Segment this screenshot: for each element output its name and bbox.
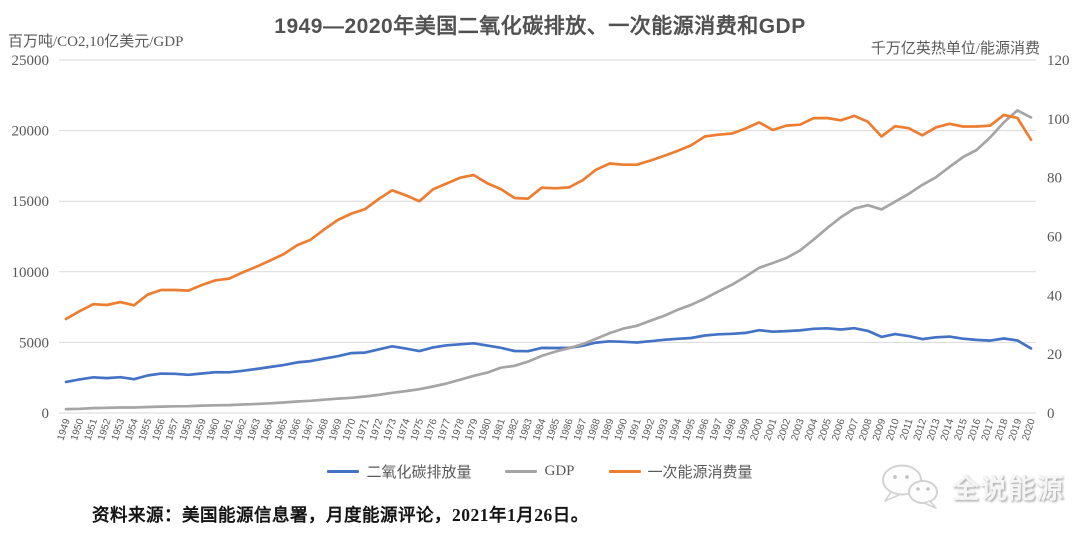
right-axis-tick-label: 0 [1047,406,1055,422]
legend-line-swatch [608,469,641,474]
left-axis-tick-label: 25000 [12,53,50,69]
chart-title: 1949—2020年美国二氧化碳排放、一次能源消费和GDP [274,15,806,38]
left-axis-tick-label: 5000 [19,335,49,351]
watermark-text: 全说能源 [952,473,1064,504]
left-axis-tick-label: 0 [42,406,50,422]
right-axis-tick-label: 100 [1047,112,1070,128]
series-line-co2 [64,326,1033,384]
legend-label: GDP [544,463,575,479]
series-line-gdp [64,109,1033,411]
legend-item: 一次能源消费量 [608,461,753,482]
watermark: 全说能源 [878,463,1064,509]
legend-item: 二氧化碳排放量 [327,461,471,482]
right-axis-tick-label: 60 [1047,230,1062,246]
legend-label: 二氧化碳排放量 [366,465,472,481]
left-axis-unit-label: 百万吨/CO2,10亿美元/GDP [8,34,184,50]
legend-label: 一次能源消费量 [647,465,753,481]
left-axis-tick-label: 10000 [12,265,50,281]
source-note: 资料来源：美国能源信息署，月度能源评论，2021年1月26日。 [92,505,589,525]
series-line-energy [64,113,1033,321]
wechat-icon [882,464,938,509]
chart-legend: 二氧化碳排放量 GDP 一次能源消费量 [0,461,1080,482]
legend-item: GDP [505,463,575,480]
right-axis-tick-label: 120 [1047,53,1070,69]
left-axis-tick-label: 15000 [12,194,50,210]
right-axis-tick-label: 20 [1047,347,1062,363]
right-axis-tick-label: 40 [1047,288,1062,304]
right-axis-unit-label: 千万亿英热单位/能源消费 [870,41,1040,57]
legend-line-swatch [505,469,538,474]
left-axis-tick-label: 20000 [12,124,50,140]
right-axis-tick-label: 80 [1047,171,1062,187]
legend-line-swatch [327,469,360,474]
